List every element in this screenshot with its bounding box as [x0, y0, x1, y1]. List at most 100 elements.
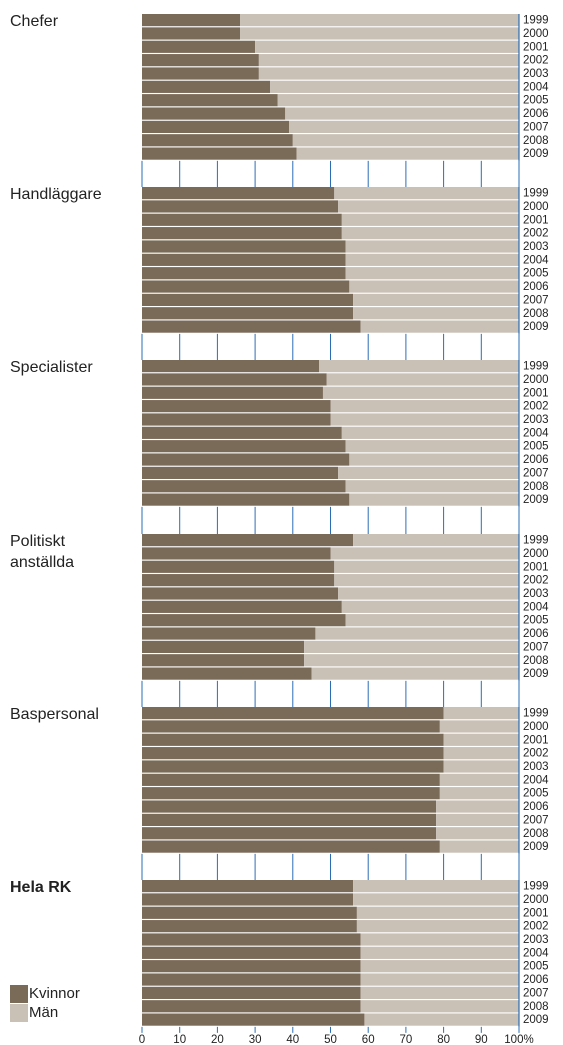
year-label: 2002	[523, 748, 549, 760]
bar-segment	[142, 293, 354, 306]
x-tick-label: 10	[173, 1034, 186, 1045]
bar-segment	[345, 440, 519, 453]
group-title: Handläggare	[10, 186, 102, 203]
year-label: 2001	[523, 214, 549, 226]
bar-segment	[142, 960, 361, 973]
legend-label: Kvinnor	[29, 985, 80, 1002]
bar-segment	[270, 80, 519, 93]
bar-segment	[258, 67, 519, 80]
bar-segment	[334, 560, 519, 573]
year-label: 1999	[523, 881, 549, 893]
bar-segment	[353, 893, 519, 906]
bar-segment	[142, 493, 350, 506]
bar-segment	[142, 587, 339, 600]
year-label: 2008	[523, 135, 549, 147]
bar-segment	[142, 773, 440, 786]
year-label: 2000	[523, 548, 549, 560]
bar-segment	[142, 906, 357, 919]
x-tick-label: 40	[286, 1034, 299, 1045]
bar-segment	[341, 600, 519, 613]
x-tick-label: 100%	[504, 1034, 533, 1045]
bar-segment	[330, 400, 519, 413]
bar-segment	[443, 707, 519, 720]
bar-segment	[142, 480, 346, 493]
bar-segment	[142, 720, 440, 733]
bar-segment	[319, 360, 519, 373]
legend-label: Män	[29, 1004, 58, 1021]
bar-segment	[142, 640, 305, 653]
bar-segment	[311, 667, 519, 680]
bar-segment	[142, 760, 444, 773]
bar-segment	[443, 733, 519, 746]
bar-segment	[142, 933, 361, 946]
year-label: 2005	[523, 268, 549, 280]
bar-segment	[142, 320, 361, 333]
bar-segment	[349, 453, 519, 466]
bar-segment	[360, 1000, 519, 1013]
bar-segment	[142, 134, 293, 147]
bar-segment	[142, 453, 350, 466]
bar-segment	[142, 54, 259, 67]
bar-segment	[142, 840, 440, 853]
group-title: Specialister	[10, 359, 93, 376]
bar-segment	[142, 800, 437, 813]
year-label: 2008	[523, 308, 549, 320]
bar-segment	[289, 120, 519, 133]
bar-segment	[142, 147, 297, 160]
bar-segment	[142, 253, 346, 266]
year-label: 2004	[523, 601, 549, 613]
bar-segment	[360, 973, 519, 986]
bar-segment	[142, 827, 437, 840]
bar-segment	[142, 27, 241, 40]
x-tick-label: 70	[400, 1034, 413, 1045]
x-tick-label: 50	[324, 1034, 337, 1045]
bar-segment	[142, 880, 354, 893]
bar-segment	[296, 147, 519, 160]
bar-segment	[142, 1000, 361, 1013]
year-label: 2007	[523, 641, 549, 653]
bar-segment	[142, 747, 444, 760]
bar-segment	[240, 14, 519, 27]
bar-segment	[360, 933, 519, 946]
bar-segment	[142, 14, 241, 27]
bar-segment	[439, 787, 519, 800]
bar-segment	[439, 720, 519, 733]
year-label: 2002	[523, 401, 549, 413]
bar-segment	[356, 920, 519, 933]
bar-segment	[338, 587, 519, 600]
legend-swatch	[10, 1004, 28, 1022]
year-label: 1999	[523, 361, 549, 373]
bar-segment	[142, 920, 357, 933]
bar-segment	[360, 986, 519, 999]
bar-segment	[142, 400, 331, 413]
bar-segment	[142, 614, 346, 627]
bar-segment	[356, 906, 519, 919]
bar-segment	[142, 667, 312, 680]
group-title: Baspersonal	[10, 706, 99, 723]
bar-segment	[341, 426, 519, 439]
bar-segment	[142, 440, 346, 453]
year-label: 2006	[523, 454, 549, 466]
year-label: 2000	[523, 721, 549, 733]
bar-segment	[142, 547, 331, 560]
bar-segment	[142, 107, 286, 120]
year-label: 2009	[523, 148, 549, 160]
bar-segment	[142, 600, 342, 613]
bar-segment	[338, 200, 519, 213]
year-label: 2002	[523, 575, 549, 587]
bar-segment	[345, 240, 519, 253]
year-label: 2004	[523, 947, 549, 959]
year-label: 1999	[523, 535, 549, 547]
bar-segment	[360, 320, 519, 333]
bar-segment	[142, 360, 320, 373]
group-title: Politiskt anställda	[10, 533, 75, 571]
year-label: 2009	[523, 1014, 549, 1026]
year-label: 2002	[523, 921, 549, 933]
year-label: 2000	[523, 28, 549, 40]
year-label: 2005	[523, 961, 549, 973]
bar-segment	[285, 107, 519, 120]
bar-segment	[341, 227, 519, 240]
bar-segment	[142, 560, 335, 573]
bar-segment	[142, 973, 361, 986]
